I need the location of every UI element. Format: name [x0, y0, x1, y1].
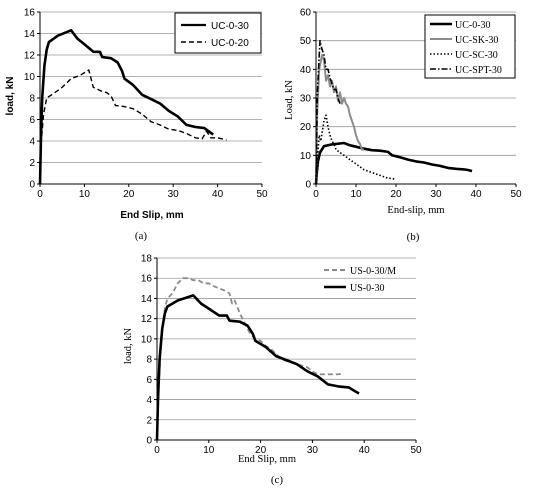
series-line-uc-0-30: [314, 141, 473, 185]
y-tick-label: 0: [305, 180, 311, 191]
y-tick-label: 2: [29, 158, 35, 169]
y-tick-label: 4: [29, 137, 35, 148]
x-tick-label: 10: [79, 189, 91, 200]
y-tick-label: 10: [141, 334, 153, 345]
y-tick-label: 8: [146, 355, 152, 366]
y-tick-label: 30: [300, 94, 312, 105]
legend: UC-0-30 UC-SK-30 UC-SC-30 UC-SPT-30: [424, 14, 516, 79]
legend-label: US-0-30: [350, 283, 384, 294]
x-tick-label: 20: [390, 189, 402, 200]
series-line-uc-spt-30: [315, 39, 341, 185]
panel-caption: (c): [271, 474, 284, 486]
y-tick-label: 40: [300, 65, 312, 76]
y-tick-label: 6: [146, 375, 152, 386]
x-tick-label: 0: [154, 445, 160, 456]
x-tick-label: 0: [313, 189, 319, 200]
y-tick-label: 12: [141, 314, 153, 325]
legend-label: UC-0-30: [455, 20, 491, 31]
series-line-us-0-30: [155, 294, 360, 441]
x-tick-label: 10: [350, 189, 362, 200]
chart-panel-b: 0 10 20 30 40 50 0 10 20 30 40 50 60 End-slip, mm Lo…: [284, 8, 522, 244]
x-tick-label: 10: [203, 445, 215, 456]
tick-labels: 0 10 20 30 40 50 0 2 4 6 8 10 12 14 16 18: [141, 254, 422, 457]
x-tick-label: 20: [255, 445, 267, 456]
legend: US-0-30/M US-0-30: [324, 266, 396, 294]
x-tick-label: 30: [430, 189, 442, 200]
x-tick-label: 50: [256, 189, 268, 200]
series-lines: [38, 28, 227, 185]
legend-box: [424, 14, 516, 79]
legend-label: UC-SK-30: [455, 35, 498, 46]
x-axis-label: End-slip, mm: [387, 205, 444, 216]
tick-labels: 0 10 20 30 40 50 0 10 20 30 40 50 60: [300, 8, 522, 201]
series-line-uc-sc-30: [315, 114, 397, 185]
series-lines: [155, 277, 360, 441]
axes: [313, 11, 517, 187]
axes: [37, 11, 263, 187]
y-tick-label: 60: [300, 8, 312, 19]
chart-panel-a: 0 10 20 30 40 50 0 2 4 6 8 10 12 14 16 End Slip, mm lo…: [5, 8, 268, 243]
y-axis-label: load, kN: [123, 328, 134, 365]
x-axis-label: End Slip, mm: [238, 454, 296, 465]
y-tick-label: 0: [29, 180, 35, 191]
series-line-uc-sk-30: [315, 54, 364, 185]
y-tick-label: 4: [146, 395, 152, 406]
y-axis-label: load, kN: [5, 77, 16, 116]
series-lines: [314, 39, 473, 185]
x-tick-label: 40: [470, 189, 482, 200]
x-tick-label: 50: [510, 189, 522, 200]
legend-label: UC-0-20: [211, 38, 249, 49]
x-tick-label: 0: [37, 189, 43, 200]
y-tick-label: 2: [146, 415, 152, 426]
x-axis-label: End Slip, mm: [120, 210, 183, 221]
tick-labels: 0 10 20 30 40 50 0 2 4 6 8 10 12 14 16: [24, 8, 268, 201]
y-tick-label: 14: [24, 29, 36, 40]
y-tick-label: 16: [141, 274, 153, 285]
y-tick-label: 16: [24, 8, 36, 19]
y-tick-label: 10: [300, 151, 312, 162]
legend-label: UC-SC-30: [455, 50, 498, 61]
y-tick-label: 12: [24, 51, 36, 62]
y-tick-label: 14: [141, 294, 153, 305]
axes: [154, 257, 417, 443]
y-tick-label: 50: [300, 36, 312, 47]
series-line-uc-0-30: [38, 28, 214, 185]
x-tick-label: 50: [410, 445, 422, 456]
x-tick-label: 20: [123, 189, 135, 200]
series-line-uc-0-20: [39, 69, 227, 185]
x-tick-label: 40: [359, 445, 371, 456]
legend-label: UC-0-30: [211, 21, 249, 32]
legend-label: US-0-30/M: [350, 266, 396, 277]
y-axis-label: Load, kN: [284, 80, 295, 120]
y-tick-label: 10: [24, 72, 36, 83]
legend-label: UC-SPT-30: [455, 65, 502, 76]
y-tick-label: 0: [146, 436, 152, 447]
legend: UC-0-30 UC-0-20: [174, 12, 262, 54]
x-tick-label: 40: [212, 189, 224, 200]
x-tick-label: 30: [168, 189, 180, 200]
y-tick-label: 8: [29, 94, 35, 105]
y-tick-label: 20: [300, 122, 312, 133]
y-tick-label: 18: [141, 254, 153, 265]
x-tick-label: 30: [307, 445, 319, 456]
panel-caption: (a): [135, 230, 148, 242]
legend-box: [174, 12, 262, 54]
y-tick-label: 6: [29, 115, 35, 126]
panel-caption: (b): [407, 231, 420, 243]
